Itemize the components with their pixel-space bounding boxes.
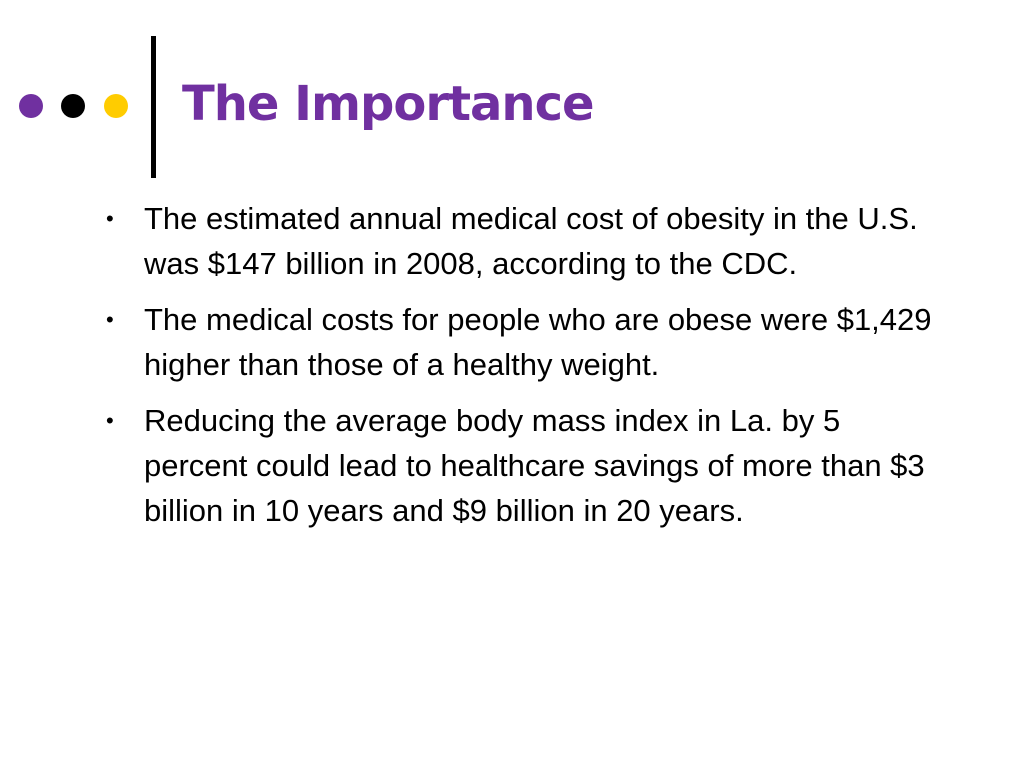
black-dot: [61, 94, 85, 118]
bullet: Reducing the average body mass index in …: [100, 398, 940, 533]
purple-dot: [19, 94, 43, 118]
slide-title: The Importance: [182, 76, 595, 132]
bullet: The medical costs for people who are obe…: [100, 297, 940, 387]
divider: [151, 36, 156, 178]
bullet: The estimated annual medical cost of obe…: [100, 196, 940, 286]
bullet-list: The estimated annual medical cost of obe…: [100, 196, 940, 544]
yellow-dot: [104, 94, 128, 118]
